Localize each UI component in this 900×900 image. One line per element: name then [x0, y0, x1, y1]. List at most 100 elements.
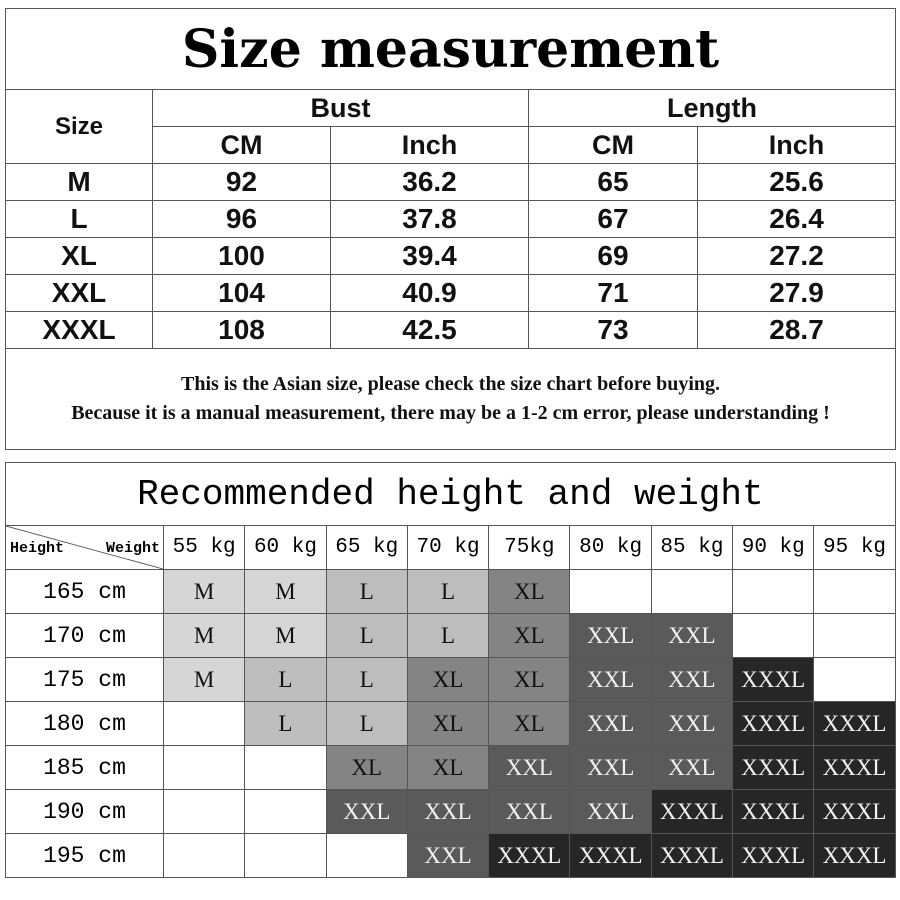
- cell-length-cm: 67: [528, 200, 698, 238]
- cell-bust-inch: 42.5: [330, 311, 529, 349]
- size-cell: XXL: [406, 789, 490, 834]
- size-cell: L: [244, 701, 327, 746]
- size-cell: [813, 569, 896, 614]
- size-cell: XXXL: [813, 701, 896, 746]
- cell-size: XXXL: [5, 311, 153, 349]
- height-weight-corner: Height Weight: [5, 525, 164, 570]
- height-label: 180 cm: [5, 701, 164, 746]
- size-cell: L: [325, 613, 408, 658]
- height-label: 185 cm: [5, 745, 164, 790]
- height-label: 175 cm: [5, 657, 164, 702]
- cell-bust-cm: 104: [152, 274, 331, 312]
- size-cell: XXL: [488, 745, 571, 790]
- size-row: L 96 37.8 67 26.4: [5, 200, 897, 238]
- size-measurement-table: Size measurement Size Bust Length CM Inc…: [4, 8, 897, 450]
- weight-header: 75kg: [488, 525, 571, 570]
- size-cell: [813, 657, 896, 702]
- cell-bust-inch: 39.4: [330, 237, 529, 275]
- height-label: 170 cm: [5, 613, 164, 658]
- size-cell: M: [162, 569, 246, 614]
- size-cell: XL: [488, 657, 571, 702]
- size-cell: XL: [406, 657, 490, 702]
- size-cell: [162, 701, 246, 746]
- size-cell: XXL: [569, 701, 652, 746]
- cell-length-inch: 28.7: [696, 311, 897, 349]
- height-label: 165 cm: [5, 569, 164, 614]
- height-row: 190 cm XXL XXL XXL XXL XXXL XXXL XXXL: [5, 789, 896, 834]
- length-cm-header: CM: [528, 126, 698, 164]
- size-cell: [813, 613, 896, 658]
- weight-header: 80 kg: [569, 525, 652, 570]
- cell-length-cm: 71: [528, 274, 698, 312]
- cell-size: XL: [5, 237, 153, 275]
- cell-bust-inch: 36.2: [330, 163, 529, 201]
- size-cell: [162, 745, 246, 790]
- size-cell: XXL: [488, 789, 571, 834]
- size-cell: XXL: [325, 789, 408, 834]
- corner-height-label: Height: [10, 540, 65, 557]
- size-cell: XXL: [569, 613, 652, 658]
- size-cell: XXXL: [732, 833, 815, 878]
- cell-length-cm: 73: [528, 311, 698, 349]
- size-cell: [244, 833, 327, 878]
- size-cell: XXXL: [569, 833, 652, 878]
- size-cell: L: [406, 613, 490, 658]
- size-row: XXL 104 40.9 71 27.9: [5, 274, 897, 312]
- cell-length-inch: 25.6: [696, 163, 897, 201]
- cell-length-cm: 69: [528, 237, 698, 275]
- bust-cm-header: CM: [152, 126, 331, 164]
- height-row: 165 cm M M L L XL: [5, 569, 896, 614]
- size-cell: M: [244, 569, 327, 614]
- note-line-2: Because it is a manual measurement, ther…: [71, 402, 830, 424]
- corner-weight-label: Weight: [105, 540, 160, 557]
- cell-length-inch: 27.9: [696, 274, 897, 312]
- size-cell: [325, 833, 408, 878]
- size-table-title: Size measurement: [4, 8, 897, 90]
- height-row: 180 cm L L XL XL XXL XXL XXXL XXXL: [5, 701, 896, 746]
- size-cell: XXL: [650, 613, 734, 658]
- height-label: 195 cm: [5, 833, 164, 878]
- cell-length-inch: 26.4: [696, 200, 897, 238]
- size-cell: M: [244, 613, 327, 658]
- size-cell: XL: [406, 745, 490, 790]
- size-note: This is the Asian size, please check the…: [4, 348, 897, 450]
- size-cell: XXXL: [732, 657, 815, 702]
- size-cell: XXL: [569, 745, 652, 790]
- height-row: 170 cm M M L L XL XXL XXL: [5, 613, 896, 658]
- cell-size: M: [5, 163, 153, 201]
- size-cell: XL: [488, 701, 571, 746]
- length-header: Length: [527, 89, 897, 127]
- length-inch-header: Inch: [696, 126, 897, 164]
- size-cell: XXL: [406, 833, 490, 878]
- size-cell: L: [325, 569, 408, 614]
- weight-header: 65 kg: [325, 525, 408, 570]
- size-cell: XL: [488, 613, 571, 658]
- weight-header: 55 kg: [162, 525, 246, 570]
- recommended-height-weight-table: Recommended height and weight Height Wei…: [5, 462, 896, 878]
- size-cell: M: [162, 657, 246, 702]
- weight-header: 85 kg: [650, 525, 734, 570]
- size-cell: XL: [488, 569, 571, 614]
- size-cell: [569, 569, 652, 614]
- size-cell: XXL: [650, 657, 734, 702]
- size-cell: [162, 833, 246, 878]
- size-cell: XL: [406, 701, 490, 746]
- size-cell: XXXL: [813, 745, 896, 790]
- size-cell: XXXL: [813, 833, 896, 878]
- size-cell: [162, 789, 246, 834]
- cell-bust-inch: 37.8: [330, 200, 529, 238]
- size-row: XL 100 39.4 69 27.2: [5, 237, 897, 275]
- recommend-table-title: Recommended height and weight: [5, 462, 896, 526]
- size-cell: M: [162, 613, 246, 658]
- cell-bust-inch: 40.9: [330, 274, 529, 312]
- weight-header: 95 kg: [813, 525, 896, 570]
- cell-size: XXL: [5, 274, 153, 312]
- size-cell: XXXL: [732, 789, 815, 834]
- cell-bust-cm: 100: [152, 237, 331, 275]
- cell-size: L: [5, 200, 153, 238]
- cell-length-inch: 27.2: [696, 237, 897, 275]
- note-line-1: This is the Asian size, please check the…: [180, 373, 721, 395]
- cell-bust-cm: 92: [152, 163, 331, 201]
- size-cell: L: [406, 569, 490, 614]
- size-cell: XXXL: [732, 701, 815, 746]
